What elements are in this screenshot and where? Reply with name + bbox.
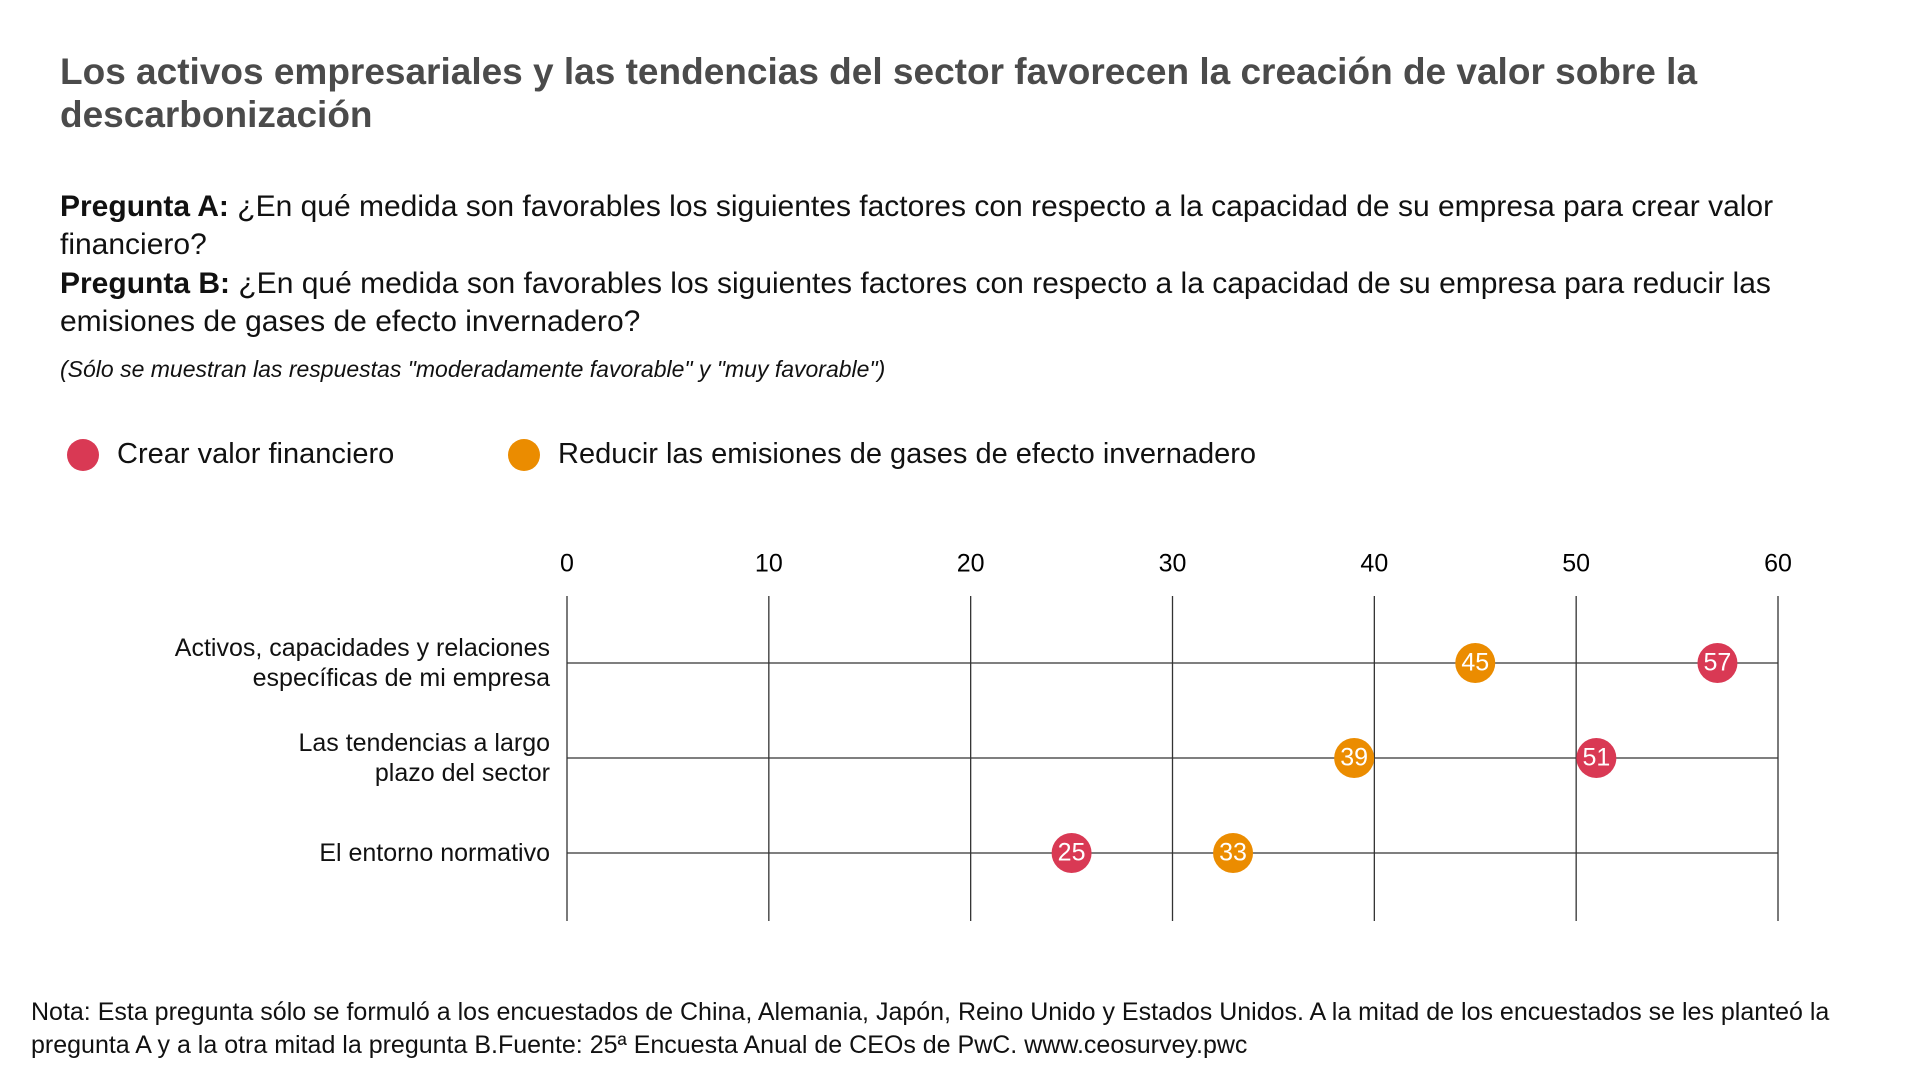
subtitle: (Sólo se muestran las respuestas "modera… xyxy=(60,356,886,382)
chart-title: Los activos empresariales y las tendenci… xyxy=(60,51,1698,135)
legend-marker xyxy=(508,438,540,471)
question-label: Pregunta B: xyxy=(60,267,231,300)
x-tick-label: 50 xyxy=(1562,550,1590,578)
category-label: El entorno normativo xyxy=(319,839,550,867)
legend-item: Reducir las emisiones de gases de efecto… xyxy=(508,438,1256,471)
legend-label: Reducir las emisiones de gases de efecto… xyxy=(558,438,1257,470)
x-tick-label: 60 xyxy=(1764,550,1792,578)
x-tick-label: 20 xyxy=(957,550,985,578)
x-tick-label: 40 xyxy=(1360,550,1388,578)
x-tick-label: 0 xyxy=(560,550,574,578)
question-label: Pregunta A: xyxy=(60,190,229,223)
dot xyxy=(1455,643,1496,683)
data-label: 33 xyxy=(1219,839,1247,867)
dot xyxy=(1051,833,1092,873)
data-label: 51 xyxy=(1582,744,1610,772)
question: Pregunta B: ¿En qué medida son favorable… xyxy=(60,265,1860,341)
legend-item: Crear valor financiero xyxy=(67,438,394,471)
question-text: ¿En qué medida son favorables los siguie… xyxy=(60,267,1771,338)
data-label: 57 xyxy=(1704,649,1732,677)
question: Pregunta A: ¿En qué medida son favorable… xyxy=(60,188,1860,264)
category-label: Las tendencias a largo plazo del sector xyxy=(298,729,550,787)
legend-marker xyxy=(67,438,99,471)
x-tick-label: 10 xyxy=(755,550,783,578)
dot xyxy=(1576,738,1617,778)
x-tick-label: 30 xyxy=(1159,550,1187,578)
question-text: ¿En qué medida son favorables los siguie… xyxy=(60,190,1774,261)
dot xyxy=(1334,738,1375,778)
footnote: Nota: Esta pregunta sólo se formuló a lo… xyxy=(31,998,1830,1059)
legend-label: Crear valor financiero xyxy=(117,438,395,470)
dot xyxy=(1213,833,1254,873)
data-label: 45 xyxy=(1461,649,1489,677)
data-label: 25 xyxy=(1058,839,1086,867)
dot xyxy=(1697,643,1738,683)
data-label: 39 xyxy=(1340,744,1368,772)
category-label: Activos, capacidades y relaciones especí… xyxy=(174,634,550,692)
